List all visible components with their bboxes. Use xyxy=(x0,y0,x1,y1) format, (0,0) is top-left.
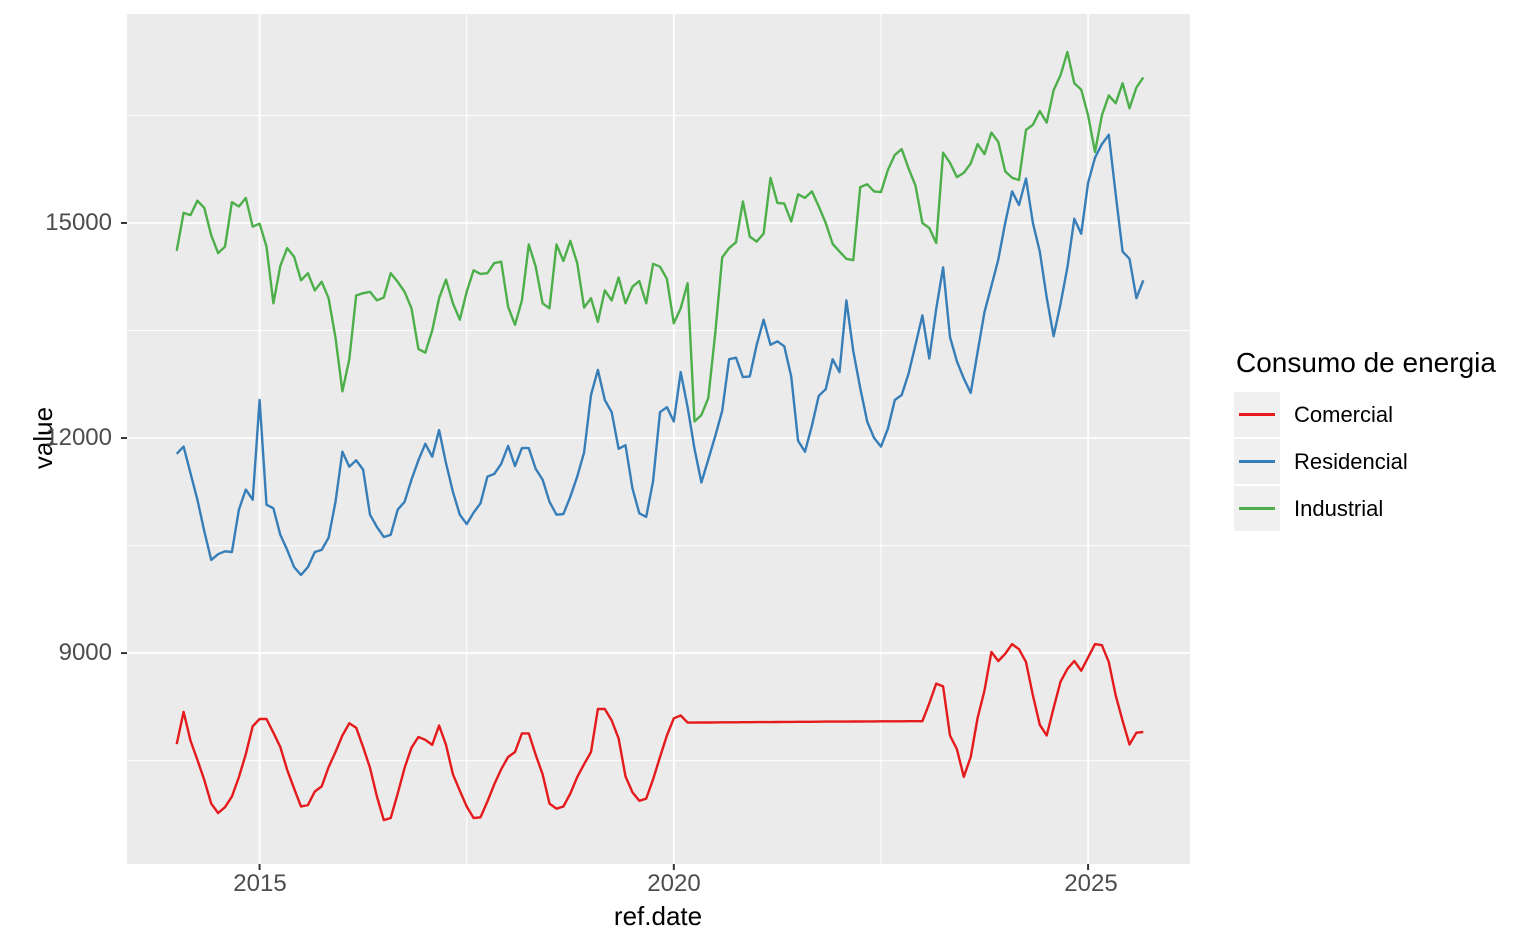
legend-label-residencial: Residencial xyxy=(1294,448,1408,474)
y-tick-label-9000: 9000 xyxy=(58,639,112,666)
legend-title: Consumo de energia xyxy=(1236,347,1496,378)
series-line-industrial xyxy=(175,50,1145,423)
legend-item-industrial: Industrial xyxy=(1234,486,1534,531)
legend-label-comercial: Comercial xyxy=(1294,401,1394,427)
industrial-line-swatch-icon xyxy=(1239,507,1275,510)
legend-item-residencial: Residencial xyxy=(1234,439,1534,484)
x-tick-label-2020: 2020 xyxy=(647,870,701,897)
legend: Consumo de energia Comercial Residencial… xyxy=(1234,348,1534,533)
x-tick-label-2015: 2015 xyxy=(233,870,287,897)
y-tick-label-15000: 15000 xyxy=(45,209,112,236)
legend-key-industrial xyxy=(1234,486,1280,531)
y-tick-label-12000: 12000 xyxy=(45,424,112,451)
legend-key-comercial xyxy=(1234,392,1280,437)
comercial-line-swatch-icon xyxy=(1239,413,1275,416)
x-axis-title: ref.date xyxy=(613,901,703,931)
series-line-residencial xyxy=(175,133,1145,577)
legend-key-residencial xyxy=(1234,439,1280,484)
residencial-line-swatch-icon xyxy=(1239,460,1275,463)
legend-label-industrial: Industrial xyxy=(1294,495,1384,521)
legend-item-comercial: Comercial xyxy=(1234,392,1534,437)
series-line-comercial xyxy=(175,642,1144,822)
x-tick-label-2025: 2025 xyxy=(1064,870,1118,897)
